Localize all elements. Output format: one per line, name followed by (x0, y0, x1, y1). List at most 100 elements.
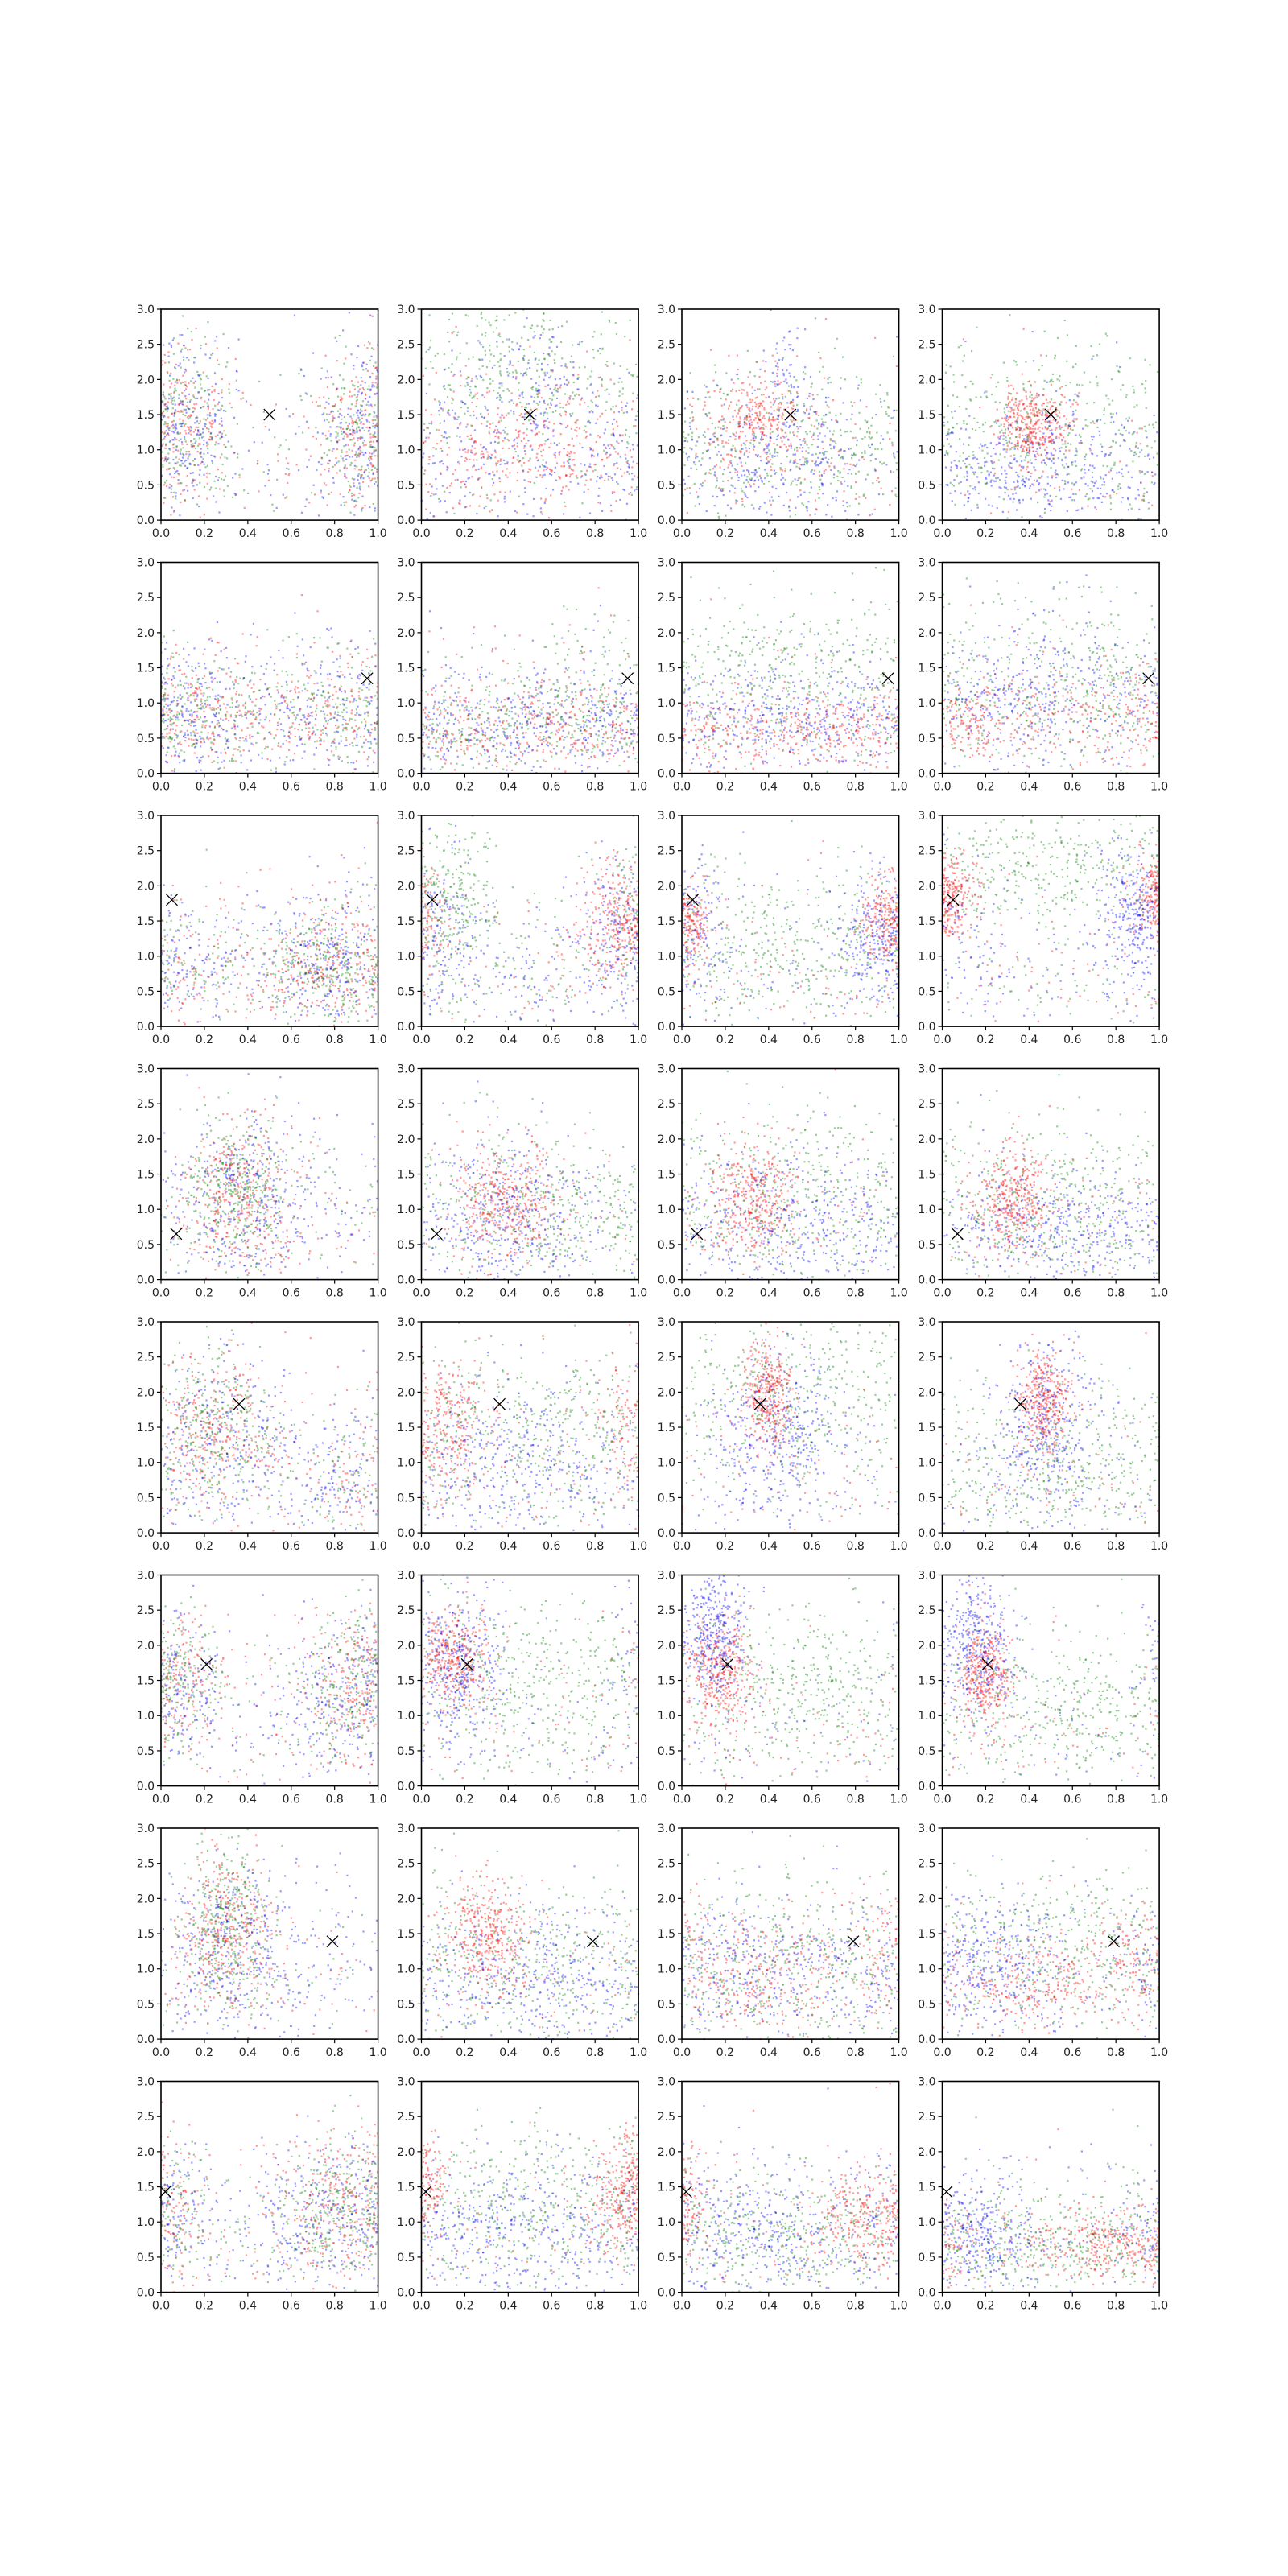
data-point (192, 472, 194, 473)
data-point (341, 419, 342, 420)
data-point (185, 385, 187, 386)
data-point (340, 408, 341, 410)
data-point (171, 398, 173, 399)
x-tick-label: 0.8 (326, 527, 344, 540)
data-point (238, 390, 240, 391)
data-point (498, 387, 500, 389)
data-point (497, 460, 499, 462)
data-point (559, 453, 560, 455)
data-point (601, 386, 603, 387)
data-point (318, 461, 320, 463)
data-point (173, 443, 175, 444)
data-point (502, 440, 504, 442)
data-point (284, 497, 286, 499)
data-point (509, 373, 510, 374)
data-point (226, 361, 228, 363)
data-point (369, 315, 371, 316)
data-point (343, 502, 345, 503)
data-point (345, 346, 347, 348)
data-point (449, 485, 451, 486)
data-point (497, 361, 499, 362)
data-point (489, 432, 490, 434)
data-point (332, 477, 334, 479)
data-point (229, 402, 230, 404)
data-point (453, 390, 455, 392)
data-point (423, 473, 425, 475)
data-point (301, 512, 303, 514)
data-point (560, 433, 562, 435)
data-point (346, 434, 348, 436)
data-point (212, 353, 213, 354)
data-point (177, 473, 179, 474)
data-point (625, 429, 627, 431)
data-point (374, 394, 376, 395)
data-point (356, 428, 357, 430)
data-point (567, 401, 568, 402)
data-point (486, 387, 488, 389)
data-point (375, 415, 377, 416)
data-point (489, 324, 491, 326)
data-point (549, 407, 551, 408)
data-point (219, 438, 221, 440)
data-point (460, 353, 461, 354)
data-point (570, 451, 572, 452)
data-point (341, 402, 342, 403)
data-point (435, 355, 436, 357)
data-point (320, 492, 322, 493)
data-point (503, 417, 505, 419)
data-point (176, 379, 178, 381)
data-point (275, 403, 277, 405)
data-point (485, 319, 486, 320)
data-point (350, 416, 352, 418)
data-point (345, 357, 346, 359)
data-point (452, 473, 454, 475)
data-point (188, 408, 189, 410)
data-point (554, 353, 555, 355)
data-point (631, 408, 633, 410)
data-point (369, 433, 371, 435)
data-point (493, 355, 495, 357)
data-point (358, 482, 360, 484)
data-point (175, 427, 177, 429)
data-point (173, 467, 175, 469)
data-point (621, 409, 622, 411)
data-point (424, 440, 426, 442)
data-point (365, 469, 367, 471)
data-point (341, 452, 342, 453)
data-point (263, 471, 265, 473)
data-point (423, 442, 424, 444)
data-point (534, 331, 535, 332)
data-point (220, 431, 221, 433)
data-point (462, 449, 464, 451)
data-point (467, 384, 469, 386)
data-point (215, 501, 217, 502)
data-point (585, 480, 587, 481)
data-point (605, 364, 607, 365)
data-point (328, 460, 330, 461)
data-point (163, 391, 164, 393)
data-point (629, 339, 630, 341)
data-point (550, 443, 551, 444)
data-point (359, 446, 361, 448)
data-point (448, 341, 450, 342)
data-point (541, 444, 543, 446)
data-point (180, 401, 182, 402)
data-point (444, 353, 445, 355)
data-point (428, 459, 430, 460)
data-point (312, 353, 314, 354)
data-point (467, 452, 469, 453)
data-point (166, 430, 167, 431)
data-point (436, 443, 438, 444)
y-tick-label: 0.5 (137, 479, 155, 492)
data-point (579, 443, 580, 444)
data-point (428, 423, 430, 424)
data-point (536, 453, 538, 455)
data-point (166, 469, 167, 470)
data-point (468, 449, 469, 451)
data-point (493, 390, 494, 391)
data-point (360, 384, 361, 386)
data-point (595, 396, 597, 398)
data-point (452, 363, 453, 365)
data-point (208, 439, 210, 440)
data-point (541, 325, 543, 327)
